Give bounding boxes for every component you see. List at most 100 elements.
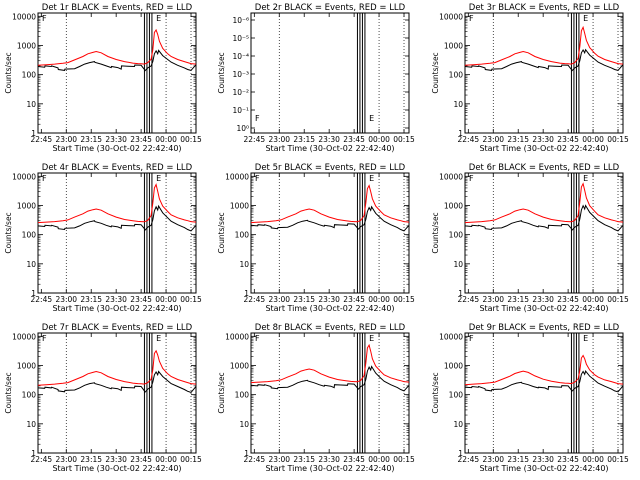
x-tick-label: 00:15 bbox=[393, 455, 415, 464]
y-tick-label: 100 bbox=[449, 71, 464, 80]
y-tick-label: 10 bbox=[453, 260, 463, 269]
x-tick-label: 23:15 bbox=[80, 295, 102, 304]
legend-letter-e: E bbox=[156, 334, 161, 343]
legend-letter-f: F bbox=[469, 334, 474, 343]
x-tick-label: 23:15 bbox=[507, 295, 529, 304]
x-tick-label: 23:30 bbox=[532, 455, 554, 464]
y-tick-label: 1 bbox=[31, 449, 36, 458]
x-tick-label: 00:15 bbox=[393, 295, 415, 304]
plot-frame bbox=[464, 332, 624, 454]
x-tick-label: 23:30 bbox=[105, 295, 127, 304]
x-tick-label: 23:45 bbox=[130, 455, 152, 464]
y-tick-label: 1 bbox=[458, 129, 463, 138]
series-lld-line bbox=[464, 25, 624, 66]
legend-letter-f: F bbox=[255, 114, 260, 123]
y-tick-label: 10⁻⁴ bbox=[232, 52, 249, 61]
y-tick-label: 10000 bbox=[225, 172, 249, 181]
plot-frame bbox=[464, 172, 624, 294]
series-lld-line bbox=[464, 354, 624, 386]
plot-frame bbox=[37, 332, 197, 454]
x-tick-label: 23:30 bbox=[105, 135, 127, 144]
y-tick-label: 10 bbox=[453, 420, 463, 429]
y-tick-label: 100 bbox=[22, 231, 37, 240]
x-tick-label: 22:45 bbox=[31, 135, 53, 144]
legend-letter-f: F bbox=[42, 334, 47, 343]
x-tick-label: 23:15 bbox=[293, 135, 315, 144]
y-tick-label: 10000 bbox=[439, 332, 463, 341]
y-tick-label: 1 bbox=[458, 289, 463, 298]
x-axis-label: Start Time (30-Oct-02 22:42:40) bbox=[265, 464, 394, 473]
y-tick-label: 1000 bbox=[230, 201, 249, 210]
panel-title: Det 8r BLACK = Events, RED = LLD bbox=[255, 323, 406, 333]
y-tick-label: 10 bbox=[26, 100, 36, 109]
legend-letter-e: E bbox=[583, 334, 588, 343]
legend-letter-e: E bbox=[369, 114, 374, 123]
x-tick-label: 22:45 bbox=[31, 455, 53, 464]
y-axis-label: Counts/sec bbox=[217, 212, 226, 253]
x-tick-label: 00:15 bbox=[180, 135, 202, 144]
x-tick-label: 23:00 bbox=[482, 295, 504, 304]
y-axis-label: Counts/sec bbox=[4, 372, 13, 413]
series-events-line bbox=[250, 365, 410, 392]
y-tick-label: 10000 bbox=[439, 172, 463, 181]
panel-title: Det 6r BLACK = Events, RED = LLD bbox=[469, 163, 620, 173]
x-tick-label: 22:45 bbox=[458, 455, 480, 464]
x-tick-label: 23:00 bbox=[55, 135, 77, 144]
series-events-line bbox=[37, 370, 197, 394]
x-tick-label: 23:30 bbox=[532, 295, 554, 304]
y-tick-label: 10⁻² bbox=[232, 88, 249, 97]
y-axis-label: Counts/sec bbox=[431, 212, 440, 253]
y-tick-label: 10⁻⁵ bbox=[232, 34, 249, 43]
legend-letter-f: F bbox=[42, 14, 47, 23]
x-tick-label: 23:45 bbox=[130, 135, 152, 144]
y-tick-label: 1 bbox=[458, 449, 463, 458]
x-tick-label: 23:45 bbox=[130, 295, 152, 304]
y-tick-label: 10 bbox=[26, 260, 36, 269]
y-tick-label: 100 bbox=[235, 391, 250, 400]
x-tick-label: 23:15 bbox=[293, 295, 315, 304]
y-axis-label: Counts/sec bbox=[4, 212, 13, 253]
y-axis-label: Counts/sec bbox=[4, 52, 13, 93]
x-tick-label: 00:00 bbox=[155, 455, 177, 464]
y-tick-label: 100 bbox=[449, 391, 464, 400]
panel-title: Det 4r BLACK = Events, RED = LLD bbox=[42, 163, 193, 173]
x-tick-label: 23:15 bbox=[80, 135, 102, 144]
y-tick-label: 100 bbox=[22, 71, 37, 80]
y-tick-label: 1 bbox=[244, 289, 249, 298]
x-tick-label: 00:00 bbox=[368, 455, 390, 464]
x-tick-label: 00:15 bbox=[607, 135, 629, 144]
x-tick-label: 23:30 bbox=[318, 295, 340, 304]
y-tick-label: 1000 bbox=[444, 41, 463, 50]
panel-title: Det 9r BLACK = Events, RED = LLD bbox=[469, 323, 620, 333]
y-tick-label: 100 bbox=[22, 391, 37, 400]
x-tick-label: 22:45 bbox=[458, 135, 480, 144]
x-tick-label: 00:15 bbox=[607, 455, 629, 464]
legend-letter-f: F bbox=[42, 174, 47, 183]
panel-det-4: Det 4r BLACK = Events, RED = LLD 22:45 23:… bbox=[4, 163, 202, 313]
x-tick-label: 22:45 bbox=[31, 295, 53, 304]
legend-letter-f: F bbox=[255, 334, 260, 343]
legend-letter-e: E bbox=[583, 14, 588, 23]
y-tick-label: 1000 bbox=[444, 361, 463, 370]
series-events-line bbox=[464, 204, 624, 232]
panel-det-9: Det 9r BLACK = Events, RED = LLD 22:45 23:… bbox=[431, 323, 629, 473]
x-axis-label: Start Time (30-Oct-02 22:42:40) bbox=[52, 304, 181, 313]
plot-frame bbox=[250, 12, 410, 134]
series-lld-line bbox=[250, 184, 410, 224]
y-tick-label: 1 bbox=[244, 449, 249, 458]
x-tick-label: 23:45 bbox=[343, 455, 365, 464]
x-tick-label: 23:00 bbox=[268, 295, 290, 304]
plot-frame bbox=[464, 12, 624, 134]
legend-letter-e: E bbox=[156, 14, 161, 23]
x-tick-label: 00:15 bbox=[180, 295, 202, 304]
y-tick-label: 1 bbox=[31, 289, 36, 298]
x-tick-label: 23:45 bbox=[343, 135, 365, 144]
y-tick-label: 10⁰ bbox=[236, 124, 249, 133]
y-axis-label: Counts/sec bbox=[431, 372, 440, 413]
x-tick-label: 23:30 bbox=[105, 455, 127, 464]
